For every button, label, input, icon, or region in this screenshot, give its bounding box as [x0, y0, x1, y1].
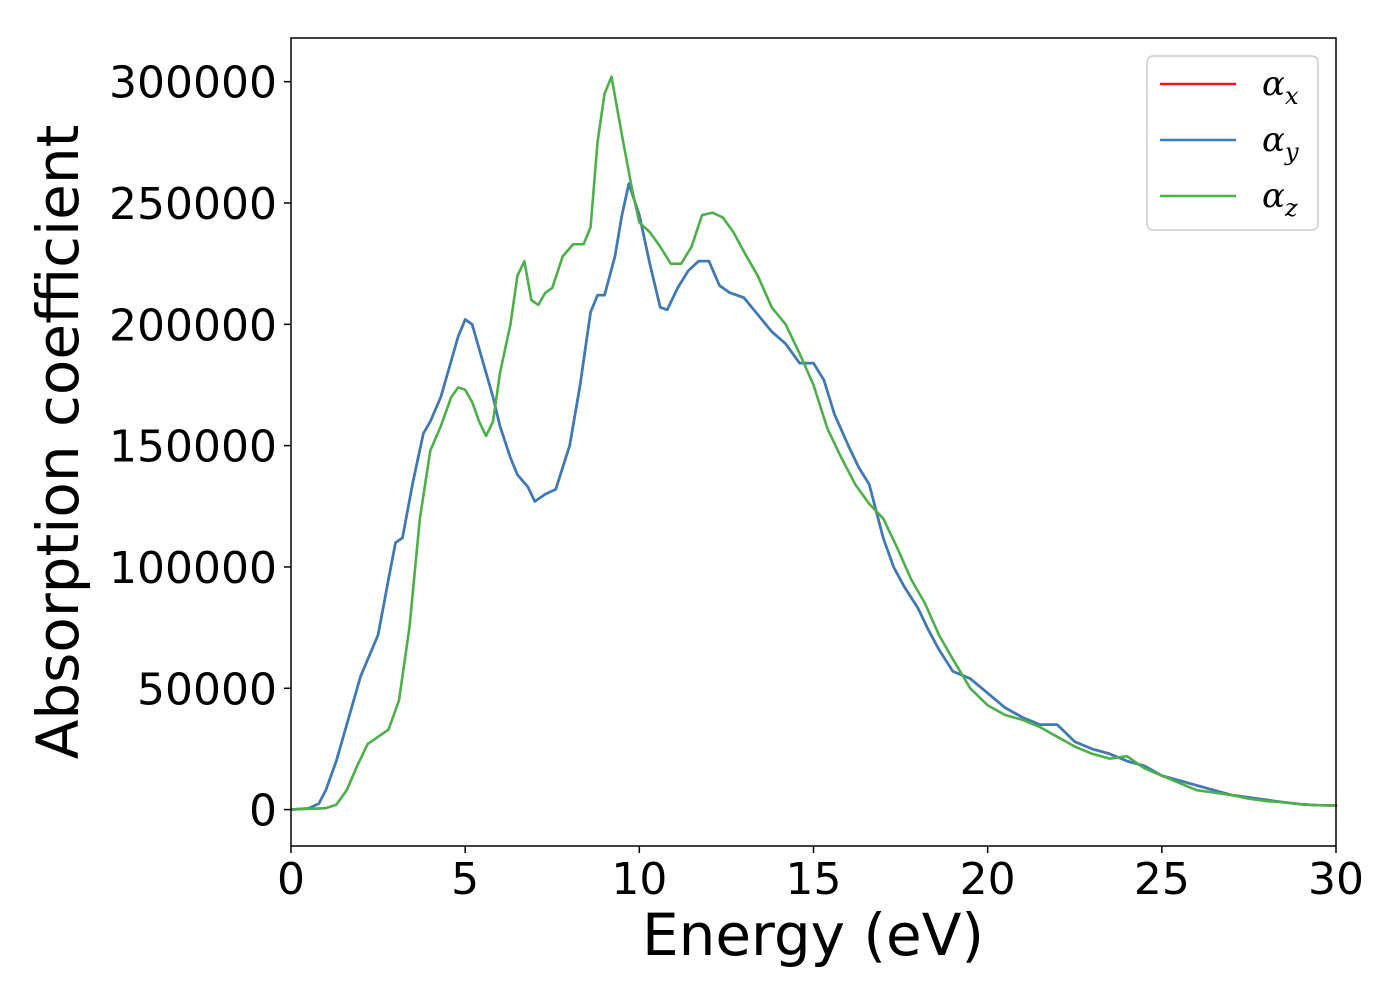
- x-tick-label: 0: [277, 854, 305, 905]
- series-layer: [289, 75, 1338, 811]
- x-tick-label: 30: [1308, 854, 1364, 905]
- y-tick-label: 0: [249, 786, 277, 837]
- legend-subscript: z: [1284, 194, 1298, 222]
- y-axis-label: Absorption coefficient: [24, 125, 92, 760]
- x-tick-label: 25: [1134, 854, 1190, 905]
- legend-subscript: x: [1285, 82, 1299, 110]
- series-line-z: [289, 75, 1338, 811]
- y-tick-label: 150000: [109, 422, 277, 473]
- x-axis-label: Energy (eV): [642, 901, 984, 969]
- y-tick-label: 50000: [137, 664, 277, 715]
- y-tick-label: 250000: [109, 179, 277, 230]
- legend-label-y: αy: [1262, 120, 1299, 166]
- x-axis-ticks: 0 5 10 15 20 25 30: [277, 846, 1364, 905]
- y-tick-label: 300000: [109, 58, 277, 109]
- x-tick-label: 5: [451, 854, 479, 905]
- legend-label-x: αx: [1262, 64, 1299, 110]
- y-tick-label: 100000: [109, 543, 277, 594]
- legend-symbol: α: [1262, 64, 1285, 104]
- x-tick-label: 20: [960, 854, 1016, 905]
- x-tick-label: 10: [611, 854, 667, 905]
- legend-symbol: α: [1262, 120, 1285, 160]
- y-tick-label: 200000: [109, 300, 277, 351]
- legend-box: [1146, 55, 1319, 231]
- legend-subscript: y: [1284, 138, 1299, 166]
- x-tick-label: 15: [786, 854, 842, 905]
- legend-label-z: αz: [1262, 176, 1298, 222]
- legend-symbol: α: [1262, 176, 1285, 216]
- series-line-y: [289, 182, 1338, 811]
- y-axis-ticks: 0 50000 100000 150000 200000 250000 300000: [109, 58, 291, 837]
